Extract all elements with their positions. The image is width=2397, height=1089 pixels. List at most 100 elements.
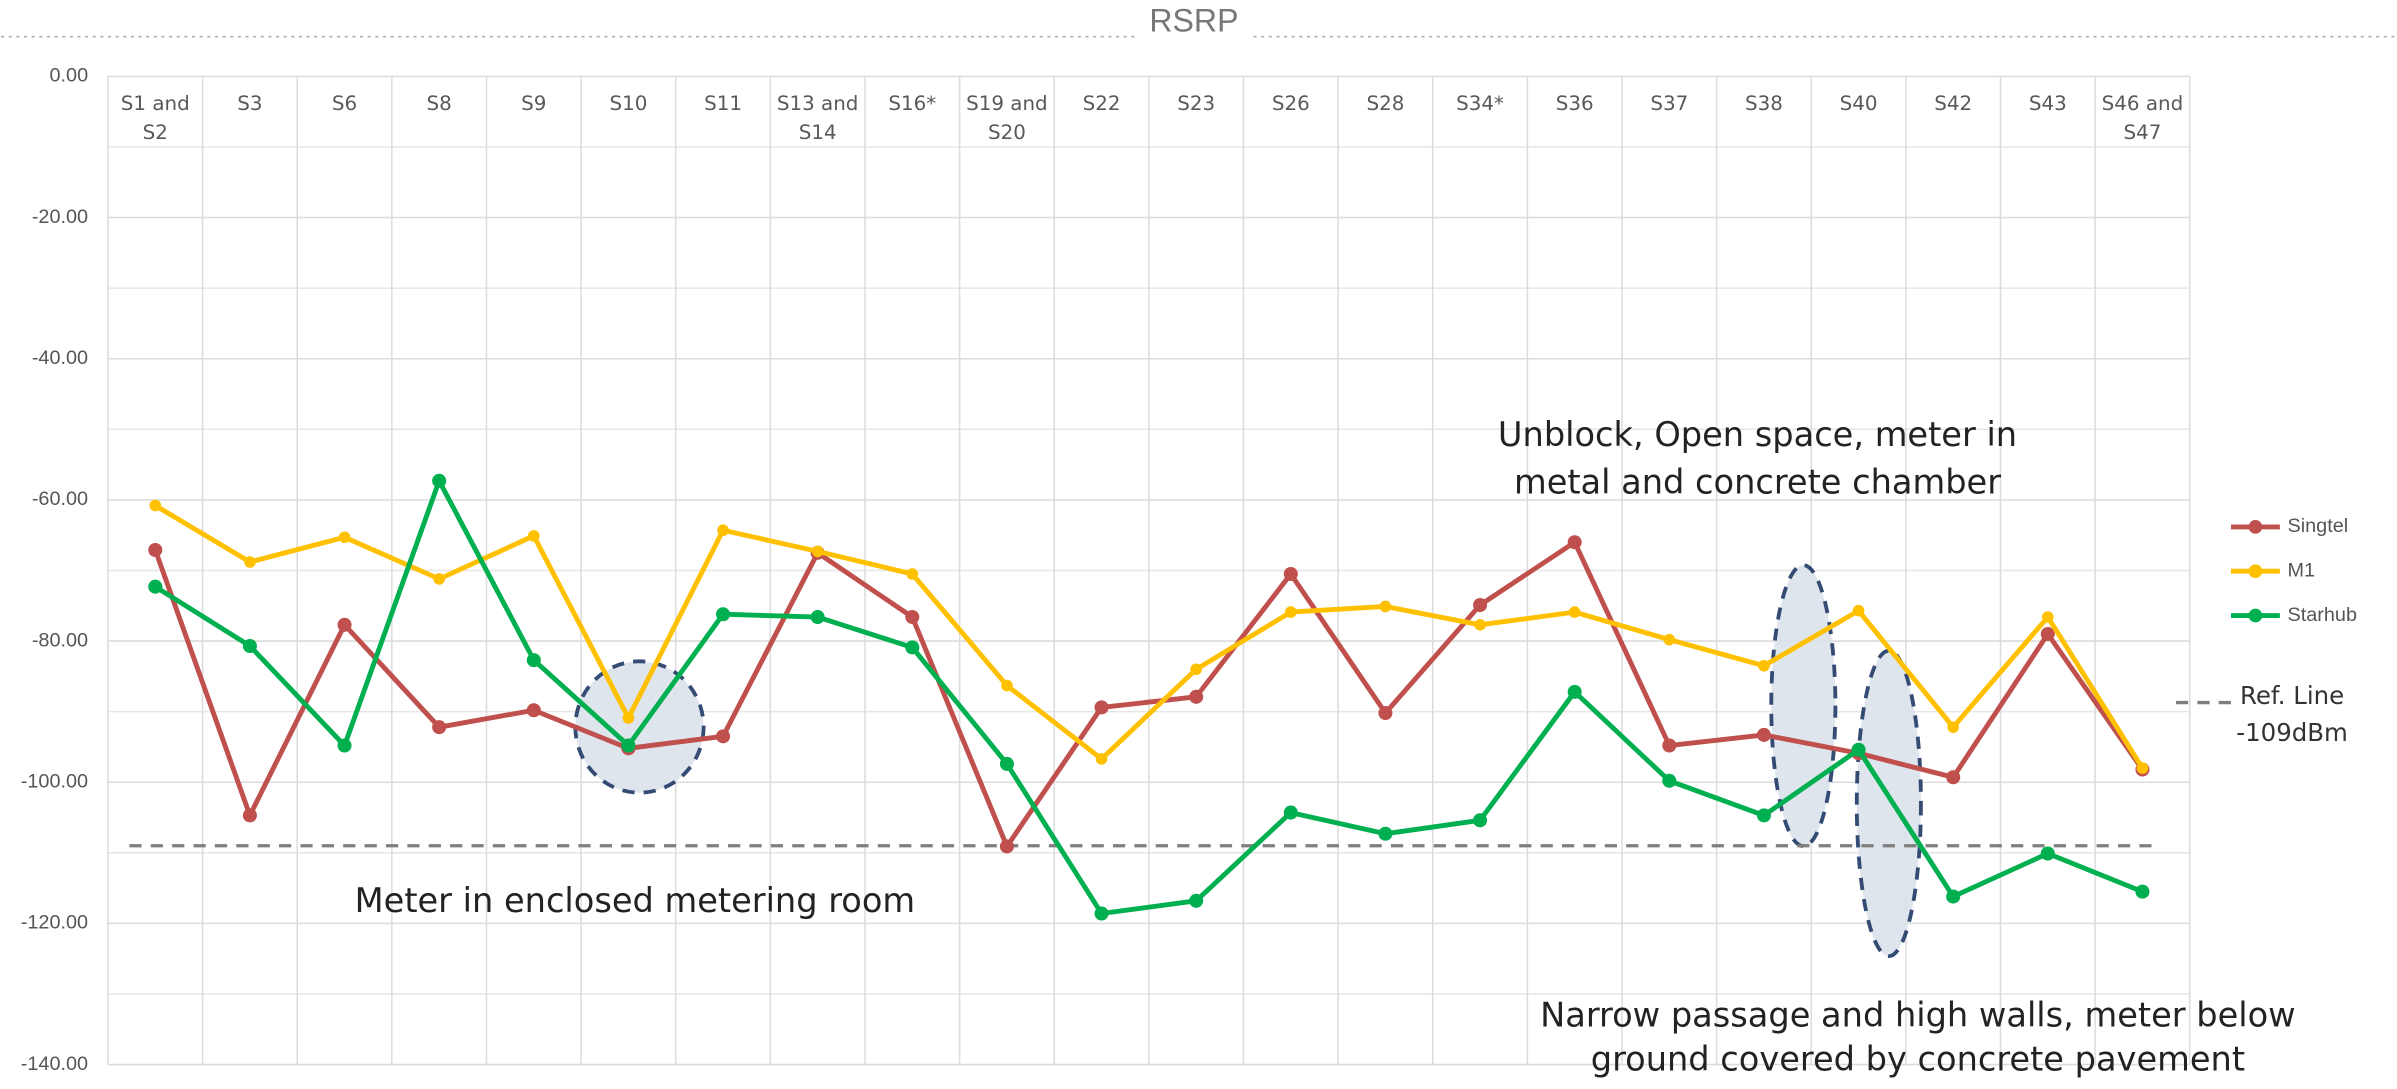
series-marker [1758, 659, 1770, 672]
x-tick-label: S40 [1839, 93, 1878, 117]
series-marker [716, 607, 731, 622]
series-marker [433, 573, 445, 585]
series-marker [1756, 727, 1771, 742]
x-tick-label: S23 [1177, 93, 1216, 117]
series-marker [148, 542, 163, 558]
x-tick-label: S38 [1744, 93, 1783, 117]
series-marker [242, 808, 257, 823]
series-marker [906, 568, 919, 580]
series-marker [432, 720, 447, 735]
y-tick-label: -120.00 [21, 912, 88, 934]
x-tick-label-box: S43 [2028, 93, 2067, 117]
series-line [154, 503, 2145, 770]
series-marker [1378, 826, 1393, 841]
x-tick-label: S22 [1082, 93, 1121, 117]
x-tick-label: S6 [331, 93, 358, 117]
series-marker [337, 738, 352, 753]
x-tick-label-box: S38 [1744, 93, 1783, 117]
x-tick-label: S1 and S2 [120, 93, 190, 145]
y-tick-label: 0.00 [49, 65, 88, 87]
series-marker [1379, 600, 1392, 613]
x-tick-label-box: S16* [888, 93, 937, 117]
x-tick-label: S42 [1934, 93, 1973, 117]
x-tick-label-box: S42 [1934, 93, 1973, 117]
series-marker [1473, 598, 1488, 613]
legend-label: Starhub [2288, 604, 2358, 626]
x-tick-label-box: S36 [1555, 93, 1594, 117]
x-tick-label-box: S46 and S47 [2102, 93, 2184, 145]
y-tick-label: -60.00 [32, 488, 88, 510]
series-marker [811, 545, 824, 558]
series-marker [2136, 762, 2149, 774]
x-tick-label: S19 and S20 [966, 93, 1048, 145]
series-marker [337, 617, 352, 632]
series-marker [1283, 805, 1298, 820]
series-marker [1662, 773, 1677, 788]
legend-label: Singtel [2288, 515, 2349, 537]
y-tick-label: -80.00 [32, 629, 88, 651]
series-marker [1190, 663, 1202, 676]
series-marker [999, 839, 1014, 854]
annotation: Narrow passage and high walls, meter bel… [1540, 997, 2296, 1080]
x-tick-label-box: S37 [1650, 93, 1689, 117]
series-marker [1095, 753, 1108, 765]
x-tick-label: S8 [426, 93, 452, 117]
x-tick-label-box: S6 [331, 93, 358, 117]
legend-marker [2248, 608, 2263, 623]
series-marker [1189, 893, 1204, 908]
x-tick-label-box: S19 and S20 [966, 93, 1048, 145]
series-marker [1567, 684, 1582, 699]
x-tick-label: S37 [1650, 93, 1689, 117]
annotation-box: Meter in enclosed metering room [354, 882, 916, 921]
series-marker [527, 530, 540, 542]
x-tick-label: S13 and S14 [776, 93, 859, 145]
series-marker [1473, 813, 1488, 828]
series-marker [621, 738, 636, 753]
series-marker [1946, 889, 1961, 904]
chart-title: RSRP [1149, 2, 1238, 38]
series-marker [1663, 633, 1676, 646]
y-tick-label: -140.00 [21, 1053, 88, 1075]
series-marker [526, 653, 541, 668]
x-tick-label-box: S34* [1456, 93, 1504, 117]
series-marker [717, 524, 729, 537]
annotation: Meter in enclosed metering room [354, 882, 916, 921]
series-marker [1284, 606, 1297, 618]
reference-label: Ref. Line -109dBm [2236, 681, 2348, 747]
x-tick-label-box: S9 [521, 93, 546, 116]
x-tick-label-box: S3 [237, 93, 263, 117]
series-marker [1852, 604, 1865, 617]
title-bg [1138, 6, 1249, 52]
x-tick-label: S36 [1555, 93, 1594, 117]
x-tick-label: S11 [704, 93, 742, 117]
x-tick-label: S10 [609, 93, 648, 117]
x-tick-label: S43 [2028, 93, 2067, 117]
x-tick-label: S26 [1271, 93, 1310, 117]
series-marker [149, 499, 162, 512]
series-marker [1662, 738, 1677, 753]
series-marker [622, 712, 635, 724]
series-marker [1094, 700, 1109, 715]
series-marker [2135, 884, 2150, 899]
series-marker [432, 473, 447, 488]
series-marker [810, 610, 825, 625]
x-tick-label: S3 [237, 93, 263, 117]
series-marker [1001, 679, 1013, 692]
series-marker [1378, 706, 1393, 721]
series-marker [1947, 721, 1959, 733]
x-tick-label: S16* [888, 93, 937, 117]
y-tick-label: -100.00 [21, 770, 88, 792]
x-tick-label-box: S1 and S2 [120, 93, 190, 145]
x-tick-label: S34* [1456, 93, 1504, 117]
x-tick-label-box: S11 [704, 93, 742, 117]
x-tick-label-box: S13 and S14 [776, 93, 859, 145]
series-marker [148, 579, 163, 594]
x-tick-label-box: S10 [609, 93, 648, 117]
x-tick-label-box: S28 [1366, 93, 1404, 116]
series-marker [2040, 846, 2055, 861]
highlight-ellipse [1854, 648, 1923, 959]
series-marker [2040, 626, 2055, 642]
series-line [153, 478, 2144, 916]
